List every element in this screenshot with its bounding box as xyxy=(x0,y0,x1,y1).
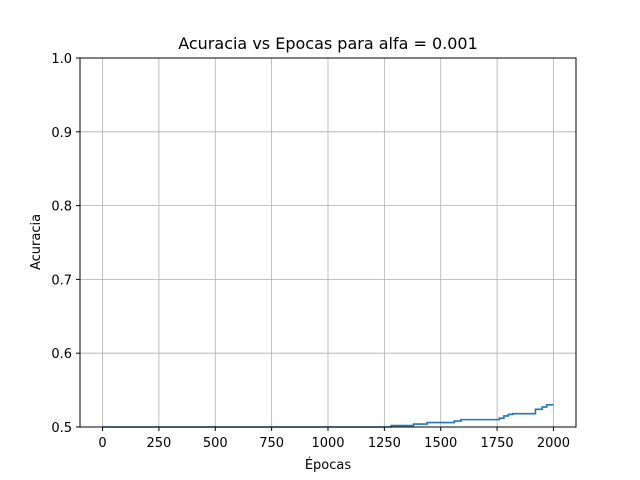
x-tick-label: 1500 xyxy=(424,436,457,451)
x-tick-label: 250 xyxy=(146,436,171,451)
x-axis: 0 250 500 750 1000 1250 1500 1750 2000 xyxy=(98,427,570,451)
grid xyxy=(80,57,576,428)
chart-title: Acuracia vs Epocas para alfa = 0.001 xyxy=(178,34,478,53)
x-tick-label: 1000 xyxy=(311,436,344,451)
x-tick-label: 2000 xyxy=(537,436,570,451)
y-tick-label: 0.9 xyxy=(51,126,72,141)
x-tick-label: 500 xyxy=(203,436,228,451)
x-tick-label: 0 xyxy=(98,436,106,451)
y-tick-label: 0.5 xyxy=(51,421,72,436)
y-tick-label: 0.6 xyxy=(51,347,72,362)
y-axis-label: Acuracia xyxy=(29,214,44,270)
series-line xyxy=(102,404,554,428)
series-layer xyxy=(102,404,554,428)
y-axis: 0.5 0.6 0.7 0.8 0.9 1.0 xyxy=(51,52,80,436)
x-tick-label: 750 xyxy=(259,436,284,451)
x-tick-label: 1750 xyxy=(481,436,514,451)
y-tick-label: 0.8 xyxy=(51,200,72,215)
x-axis-label: Épocas xyxy=(305,457,352,473)
y-tick-label: 1.0 xyxy=(51,52,72,67)
y-tick-label: 0.7 xyxy=(51,273,72,288)
x-tick-label: 1250 xyxy=(368,436,401,451)
